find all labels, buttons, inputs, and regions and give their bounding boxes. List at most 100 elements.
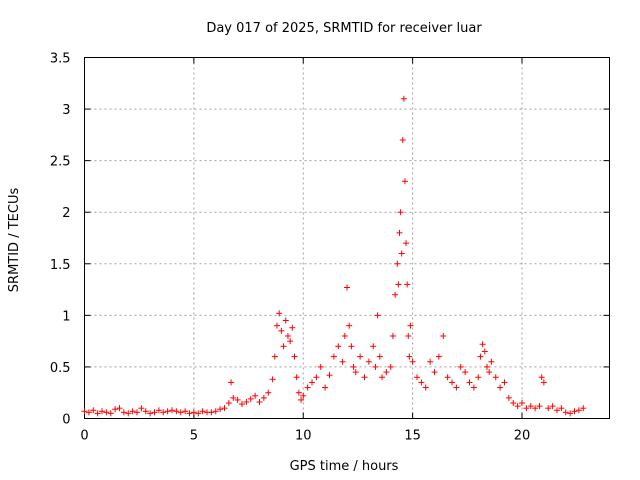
data-point — [85, 409, 92, 416]
y-tick-label: 2.5 — [50, 155, 71, 170]
data-point — [394, 260, 401, 267]
data-point — [112, 406, 119, 413]
data-point — [486, 369, 493, 376]
data-point — [326, 372, 333, 379]
data-point — [90, 407, 97, 414]
y-tick-label: 1 — [62, 309, 70, 324]
data-point — [217, 406, 224, 413]
data-point — [374, 312, 381, 319]
data-point — [387, 363, 394, 370]
data-point — [147, 410, 154, 417]
y-axis-label: SRMTID / TECUs — [7, 188, 22, 293]
y-tick-label: 0.5 — [50, 361, 71, 376]
data-point — [440, 332, 447, 339]
data-point — [317, 363, 324, 370]
data-point — [94, 410, 101, 417]
data-point — [125, 410, 132, 417]
data-point — [195, 410, 202, 417]
data-point — [400, 95, 407, 102]
data-point — [538, 374, 545, 381]
data-point — [243, 398, 250, 405]
data-point — [186, 410, 193, 417]
data-point — [199, 408, 206, 415]
data-point — [562, 409, 569, 416]
data-point — [505, 394, 512, 401]
data-point — [449, 379, 455, 386]
data-point — [527, 403, 534, 410]
data-point — [492, 374, 499, 381]
data-point — [481, 348, 488, 355]
data-point — [397, 209, 404, 216]
chart-title: Day 017 of 2025, SRMTID for receiver lua… — [206, 21, 482, 36]
data-point — [352, 369, 359, 376]
data-point — [322, 384, 329, 391]
data-point — [399, 137, 406, 144]
data-point — [392, 291, 399, 298]
x-tick-label: 20 — [514, 429, 531, 444]
data-point — [151, 409, 158, 416]
data-point — [575, 407, 582, 414]
data-point — [247, 395, 254, 402]
data-point — [545, 405, 552, 412]
x-tick-label: 10 — [295, 429, 312, 444]
data-point — [372, 363, 379, 370]
data-point — [304, 384, 311, 391]
data-point — [142, 408, 149, 415]
data-point — [293, 374, 300, 381]
data-point — [403, 240, 410, 247]
y-tick-label: 3.5 — [50, 52, 71, 67]
data-point — [466, 379, 473, 386]
data-point — [99, 408, 105, 415]
data-point — [284, 332, 291, 339]
data-point — [269, 376, 276, 383]
data-point — [339, 358, 346, 365]
data-point — [300, 392, 307, 399]
data-point — [330, 353, 337, 360]
data-point — [341, 332, 348, 339]
data-point — [344, 284, 350, 291]
data-point — [431, 369, 438, 376]
data-point — [221, 405, 228, 412]
axis-ticks: 0 5 10 15 20 0 0.5 1 1.5 2 2.5 3 3.5 — [50, 52, 610, 444]
data-point — [350, 363, 357, 370]
data-point — [256, 398, 263, 405]
data-point — [457, 363, 464, 370]
x-tick-label: 5 — [190, 429, 198, 444]
data-point — [169, 407, 175, 414]
data-point — [116, 405, 123, 412]
data-point — [271, 353, 278, 360]
data-point — [414, 374, 420, 381]
data-point — [484, 363, 490, 370]
data-point — [477, 353, 484, 360]
data-point — [212, 408, 219, 415]
data-point — [208, 409, 215, 416]
data-point — [398, 250, 405, 257]
data-point — [335, 343, 342, 350]
data-point — [346, 322, 353, 329]
data-point — [470, 384, 477, 391]
data-point — [298, 396, 305, 403]
data-point — [234, 396, 241, 403]
data-point — [274, 322, 280, 329]
data-point — [475, 374, 482, 381]
data-point — [225, 400, 232, 407]
y-tick-label: 2 — [62, 206, 70, 221]
data-point — [383, 369, 390, 376]
data-point — [103, 409, 110, 416]
data-point — [571, 408, 578, 415]
data-point — [265, 389, 272, 396]
data-point — [129, 408, 136, 415]
grid-lines — [84, 57, 610, 419]
data-point — [479, 341, 486, 348]
data-point — [177, 409, 184, 416]
data-point — [549, 403, 556, 410]
data-point — [365, 358, 372, 365]
data-point — [532, 405, 539, 412]
data-point — [289, 324, 296, 331]
x-tick-label: 15 — [404, 429, 421, 444]
plot-frame — [84, 57, 610, 419]
data-points — [81, 95, 587, 417]
data-point — [405, 332, 412, 339]
x-tick-label: 0 — [80, 429, 88, 444]
data-point — [164, 408, 171, 415]
